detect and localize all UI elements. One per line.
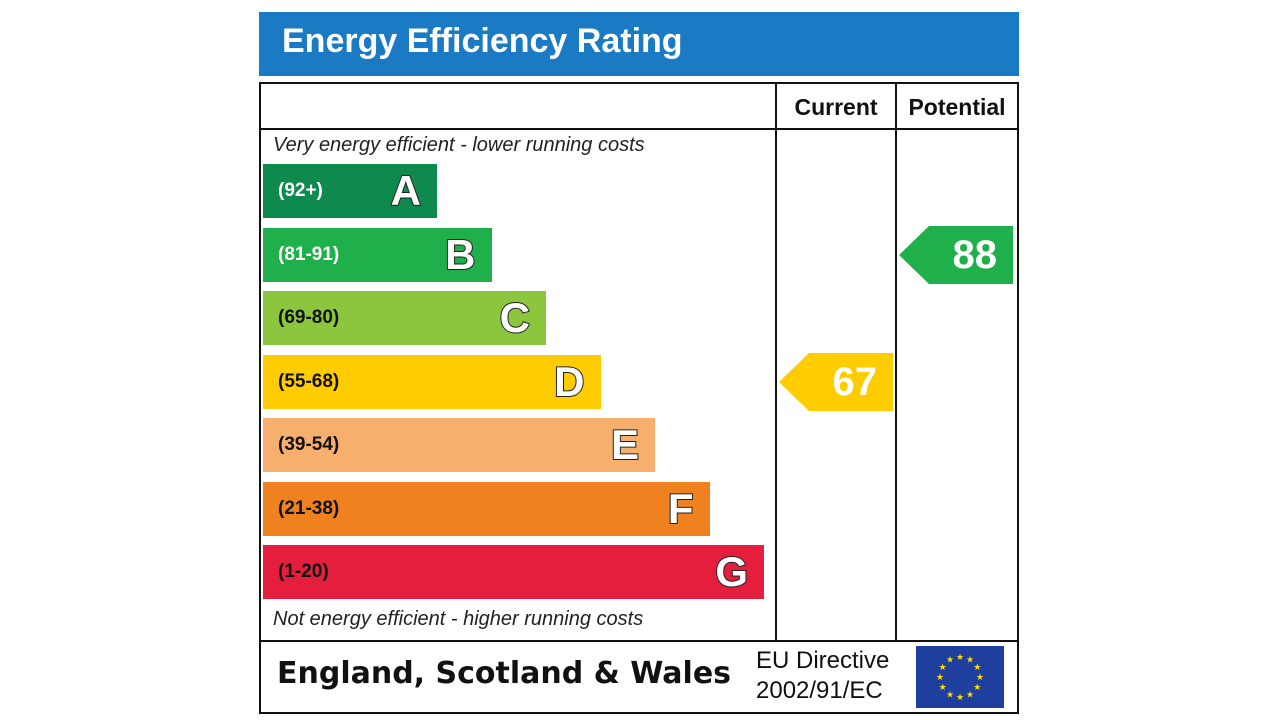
band-c: (69-80) C	[263, 291, 546, 345]
potential-column-divider	[895, 84, 897, 640]
eu-directive-line2: 2002/91/EC	[756, 677, 883, 704]
bottom-note: Not energy efficient - higher running co…	[273, 608, 644, 630]
header-bar: Energy Efficiency Rating	[259, 12, 1019, 76]
current-column-header: Current	[794, 94, 878, 120]
band-g: (1-20) G	[263, 545, 764, 599]
band-d-letter: D	[553, 357, 585, 406]
eu-star-icon: ★	[966, 655, 974, 665]
footer-divider	[261, 640, 1017, 642]
eu-star-icon: ★	[973, 682, 981, 692]
band-b-range: (81-91)	[278, 243, 340, 265]
header-divider	[261, 128, 1017, 130]
band-b: (81-91) B	[263, 227, 492, 282]
current-rating-value: 67	[832, 359, 878, 404]
chart-title: Energy Efficiency Rating	[282, 22, 683, 60]
top-note: Very energy efficient - lower running co…	[273, 134, 645, 156]
band-a: (92+) A	[263, 164, 437, 218]
region-label: England, Scotland & Wales	[277, 656, 732, 691]
potential-column-header: Potential	[908, 94, 1006, 120]
eu-star-icon: ★	[946, 655, 954, 665]
band-f-letter: F	[667, 484, 695, 533]
eu-star-icon: ★	[939, 662, 947, 672]
potential-rating-value: 88	[952, 232, 998, 277]
band-b-letter: B	[444, 230, 476, 279]
eu-star-icon: ★	[956, 692, 964, 702]
potential-rating-arrow: 88	[899, 225, 1013, 284]
band-d-range: (55-68)	[278, 370, 340, 392]
eu-star-icon: ★	[946, 689, 954, 699]
current-rating-arrow: 67	[779, 352, 893, 411]
band-a-letter: A	[390, 166, 422, 215]
band-f: (21-38) F	[263, 481, 710, 536]
band-e-letter: E	[610, 420, 640, 469]
eu-star-icon: ★	[939, 682, 947, 692]
eu-flag-icon: ★ ★ ★ ★ ★ ★ ★ ★ ★ ★ ★ ★	[916, 646, 1004, 708]
eu-star-icon: ★	[936, 672, 944, 682]
band-f-range: (21-38)	[278, 497, 340, 519]
band-g-range: (1-20)	[278, 561, 329, 582]
current-arrow-shape	[779, 352, 893, 411]
band-e-range: (39-54)	[278, 434, 340, 455]
eu-star-icon: ★	[956, 652, 964, 662]
eu-star-icon: ★	[973, 662, 981, 672]
eu-star-icon: ★	[976, 672, 984, 682]
eu-star-icon: ★	[966, 689, 974, 699]
band-d: (55-68) D	[263, 354, 601, 409]
eu-directive-text: EU Directive 2002/91/EC	[756, 646, 906, 706]
band-c-letter: C	[499, 293, 531, 342]
eu-directive-line1: EU Directive	[756, 647, 890, 674]
band-c-range: (69-80)	[278, 307, 340, 328]
band-a-range: (92+)	[278, 180, 323, 201]
band-e: (39-54) E	[263, 418, 655, 472]
current-column-divider	[775, 84, 777, 640]
band-g-letter: G	[714, 547, 749, 596]
potential-arrow-shape	[899, 225, 1013, 284]
rating-frame: Current Potential Very energy efficient …	[259, 82, 1019, 714]
